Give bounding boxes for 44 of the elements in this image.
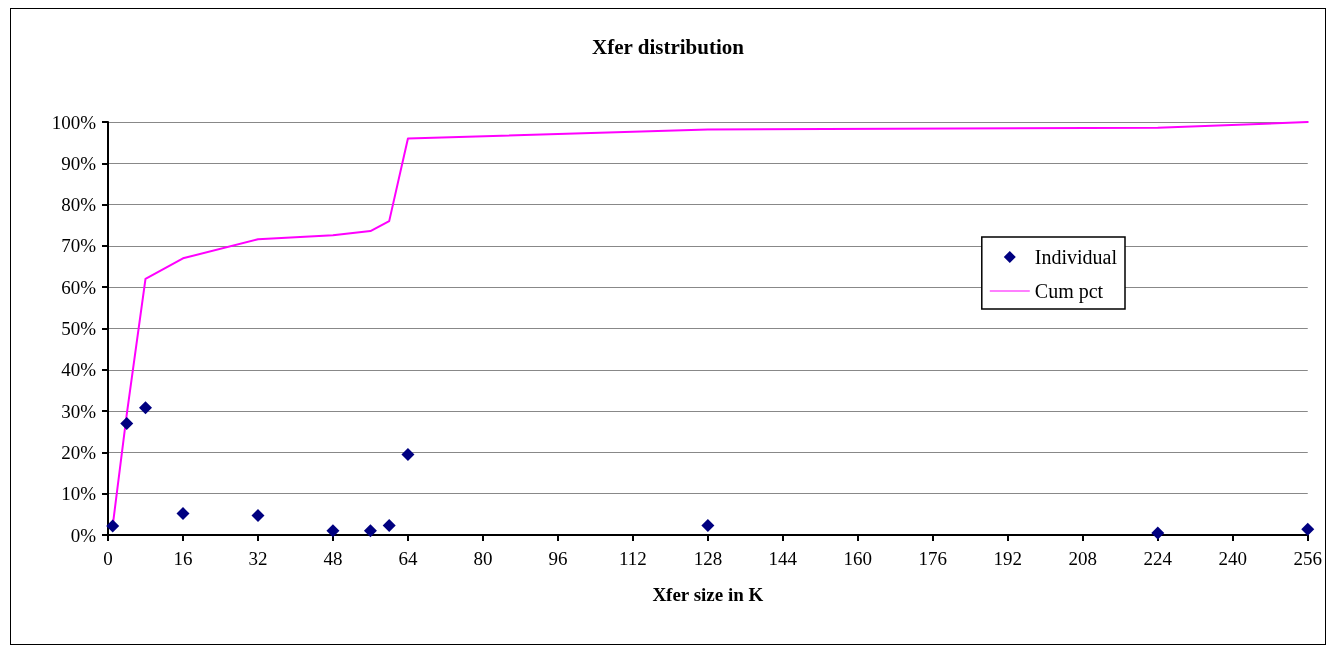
y-tick-label: 30% [61,400,97,422]
x-tick-label: 160 [843,548,873,569]
x-tick-label: 96 [548,548,568,569]
y-tick-label: 0% [70,524,97,546]
point [363,524,377,538]
y-tick-label: 50% [61,318,97,339]
point [382,519,396,532]
point [120,416,134,430]
point [138,401,152,415]
point [326,524,340,538]
x-axis-title: Xfer size in K [652,584,764,605]
y-tick-label: 100% [51,111,97,133]
legend-label: Individual [1034,246,1118,268]
legend-label: Cum pct [1034,280,1104,303]
x-tick-label: 32 [248,548,268,569]
y-tick-label: 80% [61,194,97,216]
chart-title: Xfer distribution [592,34,745,59]
x-tick-label: 256 [1293,548,1322,569]
y-tick-label: 20% [61,441,97,463]
x-tick-label: 80 [473,548,493,569]
x-tick-label: 48 [323,548,343,569]
y-tick-label: 90% [61,152,97,174]
x-tick-label: 192 [993,548,1023,569]
x-tick-label: 64 [398,548,418,569]
point [1301,522,1315,536]
y-tick-label: 70% [61,235,97,257]
point [106,519,120,533]
point [701,519,715,532]
x-tick-label: 208 [1068,548,1098,569]
point [251,509,265,523]
y-tick-label: 40% [61,359,97,381]
x-tick-label: 240 [1218,548,1248,569]
point [176,507,190,521]
x-tick-label: 112 [618,548,647,569]
x-tick-label: 176 [918,548,948,569]
x-tick-label: 0 [103,548,113,569]
y-tick-label: 10% [61,483,97,505]
x-tick-label: 224 [1143,548,1173,569]
point [1151,526,1165,540]
y-tick-label: 60% [61,276,97,298]
x-tick-label: 144 [768,548,798,569]
point [401,447,415,461]
x-tick-label: 16 [173,548,193,569]
x-tick-label: 128 [693,548,723,569]
